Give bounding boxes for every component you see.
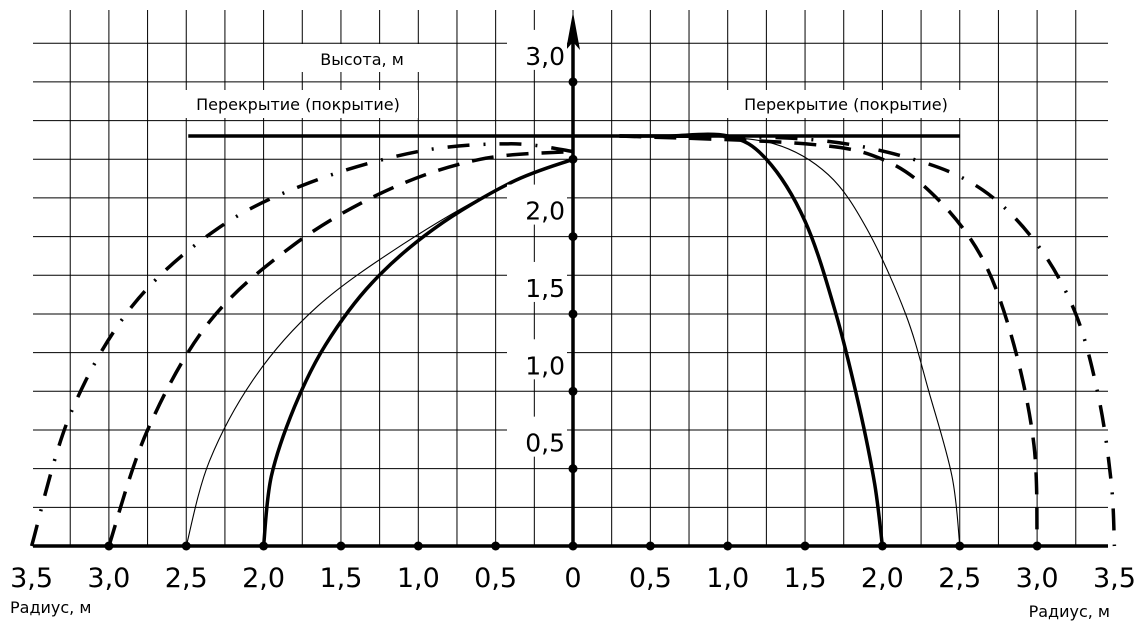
x-tick-label: 0 xyxy=(564,563,581,594)
y-tick-label-bg xyxy=(507,29,567,70)
x-tick-dot xyxy=(181,541,191,551)
x-tick-label: 2,5 xyxy=(938,563,981,594)
x-tick-label: 0,5 xyxy=(629,563,672,594)
x-tick-dot xyxy=(104,541,114,551)
series-solid-thin-right xyxy=(619,134,961,547)
x-tick-label: 3,5 xyxy=(1093,563,1136,594)
x-tick-dot xyxy=(336,541,346,551)
ceiling-label-left: Перекрытие (покрытие) xyxy=(196,95,400,114)
y-tick-label: 1,5 xyxy=(525,274,565,303)
series-solid-thick-right xyxy=(619,132,885,547)
x-tick-dot xyxy=(723,541,733,551)
series-dash-dot-left xyxy=(29,142,574,547)
y-tick-dot xyxy=(568,309,578,319)
x-tick-label: 3,5 xyxy=(10,563,53,594)
x-tick-dot xyxy=(877,541,887,551)
y-tick-label: 3,0 xyxy=(525,42,565,71)
x-tick-dot xyxy=(1032,541,1042,551)
x-tick-label: 1,5 xyxy=(319,563,362,594)
x-tick-dot xyxy=(568,541,578,551)
y-tick-label-bg xyxy=(507,416,567,457)
curves-layer xyxy=(29,132,1117,547)
x-tick-dot xyxy=(955,541,965,551)
y-axis-arrow xyxy=(566,12,580,50)
ceiling-label-right-bg xyxy=(724,90,970,118)
x-tick-label: 2,0 xyxy=(861,563,904,594)
ceiling-label-right: Перекрытие (покрытие) xyxy=(744,95,948,114)
x-tick-label: 2,5 xyxy=(165,563,208,594)
y-label-bg xyxy=(300,44,424,72)
x-tick-dot xyxy=(800,541,810,551)
x-tick-label: 1,0 xyxy=(706,563,749,594)
x-tick-label: 3,0 xyxy=(1016,563,1059,594)
y-tick-label: 1,0 xyxy=(525,351,565,380)
y-axis-label: Высота, м xyxy=(320,50,404,69)
y-tick-label: 0,5 xyxy=(525,429,565,458)
x-tick-dot xyxy=(491,541,501,551)
y-tick-label-bg xyxy=(507,339,567,380)
series-solid-thin-left xyxy=(185,158,574,547)
x-tick-dot xyxy=(645,541,655,551)
series-dashed-right xyxy=(619,134,1039,547)
x-tick-label: 2,0 xyxy=(242,563,285,594)
x-axis-label-left: Радиус, м xyxy=(10,598,91,617)
y-tick-dot xyxy=(568,154,578,164)
y-tick-label-bg xyxy=(507,261,567,302)
series-dashed-left xyxy=(107,149,574,547)
x-tick-label: 3,0 xyxy=(87,563,130,594)
x-tick-dot xyxy=(259,541,269,551)
y-tick-label-bg xyxy=(507,184,567,225)
y-tick-dot xyxy=(568,386,578,396)
x-tick-label: 0,5 xyxy=(474,563,517,594)
labels-layer: Высота, м Перекрытие (покрытие) Перекрыт… xyxy=(10,44,1110,621)
y-tick-dot xyxy=(568,77,578,87)
y-tick-dot xyxy=(568,232,578,242)
ticks-layer: 3,5 3,0 2,5 2,0 1,5 1,0 0,5 0 0,5 1,0 1,5 2,0 2,5 3,0… xyxy=(10,29,1136,594)
y-tick-dot xyxy=(568,464,578,474)
ceiling-label-left-bg xyxy=(178,90,418,118)
x-tick-dot xyxy=(413,541,423,551)
x-tick-label: 1,0 xyxy=(397,563,440,594)
x-axis-label-right: Радиус, м xyxy=(1029,602,1110,621)
y-tick-label: 2,0 xyxy=(525,197,565,226)
x-tick-label: 1,5 xyxy=(784,563,827,594)
series-dash-dot-right xyxy=(619,134,1117,547)
